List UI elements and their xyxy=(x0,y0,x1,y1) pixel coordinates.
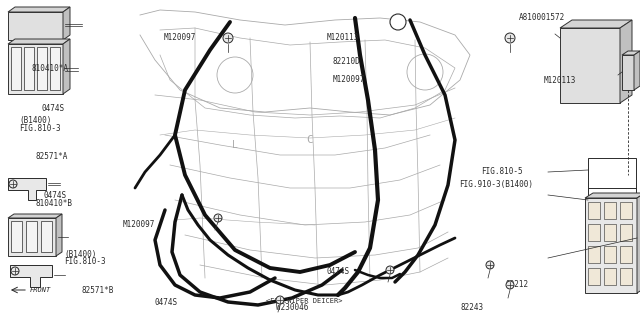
Polygon shape xyxy=(637,193,640,293)
Text: L: L xyxy=(232,140,238,150)
Circle shape xyxy=(276,296,284,304)
Polygon shape xyxy=(620,246,632,263)
Text: (B1400): (B1400) xyxy=(19,116,52,125)
Circle shape xyxy=(11,267,19,275)
Polygon shape xyxy=(11,221,22,252)
Text: 82571*A: 82571*A xyxy=(35,152,68,161)
Polygon shape xyxy=(588,246,600,263)
Polygon shape xyxy=(63,7,70,40)
Text: FIG.910-3(B1400): FIG.910-3(B1400) xyxy=(460,180,534,189)
Polygon shape xyxy=(585,198,637,293)
Polygon shape xyxy=(560,28,620,103)
Polygon shape xyxy=(8,214,62,218)
Text: C: C xyxy=(307,135,314,145)
Polygon shape xyxy=(604,224,616,241)
Text: 810410*B: 810410*B xyxy=(35,199,72,208)
Text: M120113: M120113 xyxy=(544,76,577,85)
Circle shape xyxy=(223,33,233,43)
Polygon shape xyxy=(622,51,640,55)
Text: M120097: M120097 xyxy=(123,220,156,228)
Polygon shape xyxy=(604,246,616,263)
Circle shape xyxy=(9,180,17,188)
Polygon shape xyxy=(37,47,47,90)
Polygon shape xyxy=(56,214,62,256)
Circle shape xyxy=(386,266,394,274)
Text: 0474S: 0474S xyxy=(44,191,67,200)
Text: 810410*A: 810410*A xyxy=(32,64,69,73)
Polygon shape xyxy=(8,178,46,200)
Circle shape xyxy=(390,14,406,30)
Polygon shape xyxy=(24,47,34,90)
Polygon shape xyxy=(26,221,37,252)
Polygon shape xyxy=(8,12,63,40)
Text: 82210D: 82210D xyxy=(333,57,360,66)
Polygon shape xyxy=(8,44,63,94)
Text: 0474S: 0474S xyxy=(42,104,65,113)
Polygon shape xyxy=(8,7,70,12)
Text: (B1400): (B1400) xyxy=(64,250,97,259)
Polygon shape xyxy=(588,202,600,219)
Polygon shape xyxy=(620,202,632,219)
Text: W230046: W230046 xyxy=(276,303,309,312)
Polygon shape xyxy=(620,20,632,103)
Polygon shape xyxy=(8,218,56,256)
Text: 82571*B: 82571*B xyxy=(82,286,115,295)
Circle shape xyxy=(506,281,514,289)
Text: FRONT: FRONT xyxy=(30,287,51,293)
Text: FIG.810-3: FIG.810-3 xyxy=(19,124,61,132)
Polygon shape xyxy=(604,202,616,219)
Text: M120113: M120113 xyxy=(326,33,359,42)
Polygon shape xyxy=(620,268,632,285)
Polygon shape xyxy=(588,268,600,285)
Text: A810001572: A810001572 xyxy=(518,13,564,22)
Circle shape xyxy=(486,261,494,269)
Polygon shape xyxy=(588,224,600,241)
Circle shape xyxy=(214,214,222,222)
Text: M120097: M120097 xyxy=(333,75,365,84)
Polygon shape xyxy=(622,55,634,90)
Circle shape xyxy=(505,33,515,43)
Text: FIG.810-5: FIG.810-5 xyxy=(481,167,523,176)
Polygon shape xyxy=(8,39,70,44)
Polygon shape xyxy=(50,47,60,90)
Text: 0474S: 0474S xyxy=(326,268,349,276)
Polygon shape xyxy=(10,265,52,287)
Polygon shape xyxy=(634,51,640,90)
Text: 82212: 82212 xyxy=(506,280,529,289)
Text: 82243: 82243 xyxy=(461,303,484,312)
Polygon shape xyxy=(620,224,632,241)
Polygon shape xyxy=(585,193,640,198)
Polygon shape xyxy=(560,20,632,28)
Polygon shape xyxy=(63,39,70,94)
Polygon shape xyxy=(11,47,21,90)
Text: M120097: M120097 xyxy=(163,33,196,42)
Polygon shape xyxy=(41,221,52,252)
Text: FIG.810-3: FIG.810-3 xyxy=(64,257,106,266)
Text: <EXC.WIPER DEICER>: <EXC.WIPER DEICER> xyxy=(266,298,342,304)
Polygon shape xyxy=(604,268,616,285)
Text: 0474S: 0474S xyxy=(155,298,178,307)
